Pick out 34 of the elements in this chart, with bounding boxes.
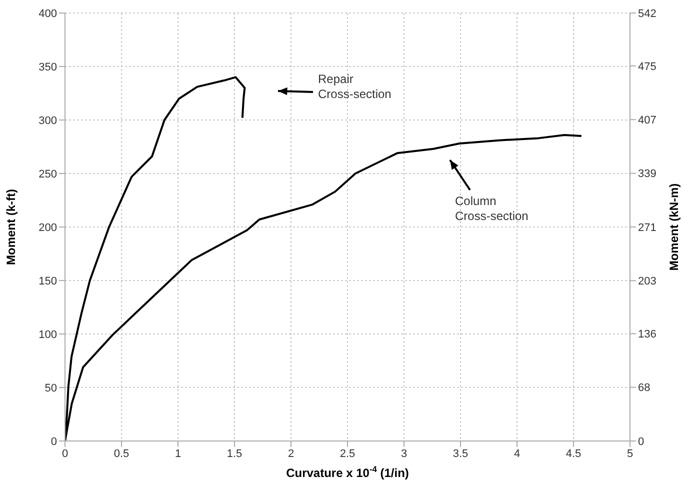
x-tick-label: 2.5 [340,448,356,460]
y2-tick-label: 339 [638,168,656,180]
x-tick-label: 1.5 [226,448,242,460]
y-tick-label: 350 [38,61,57,74]
y-tick-label: 400 [38,8,57,20]
y2-tick-label: 68 [638,382,650,394]
x-tick-label: 1 [174,448,182,460]
x-axis-title: Curvature x 10$^{-4}$ (1/in) [286,464,409,480]
y-tick-label: 100 [38,328,57,341]
y2-tick-label: 0 [638,436,644,448]
y-axis-title: Moment (k-ft) [4,189,18,265]
y2-tick-label: 136 [638,328,656,341]
y2-axis-title: Moment (kN-m) [667,183,681,271]
x-tick-label: 0.5 [114,448,130,460]
x-tick-label: 2 [288,448,294,460]
x-tick-label: 3 [400,448,408,460]
x-tick-label: 4 [514,448,520,460]
y-tick-label: 300 [38,114,57,127]
annotation: Column Cross-section [455,194,528,223]
y-tick-label: 0 [50,436,57,448]
y-tick-label: 150 [38,275,57,288]
annotation: Repair Cross-section [318,72,392,101]
y-tick-label: 200 [38,222,57,234]
y2-tick-label: 203 [638,276,656,288]
y-tick-label: 50 [44,382,57,394]
x-tick-label: 5 [626,448,634,460]
x-tick-label: 4.5 [566,448,582,460]
y2-tick-label: 271 [638,222,656,234]
y2-tick-label: 542 [638,8,656,20]
y2-tick-label: 407 [638,114,656,127]
x-tick-label: 0 [62,448,68,460]
y2-tick-label: 475 [638,60,656,73]
y-tick-label: 250 [38,168,57,180]
x-tick-label: 3.5 [452,448,468,460]
